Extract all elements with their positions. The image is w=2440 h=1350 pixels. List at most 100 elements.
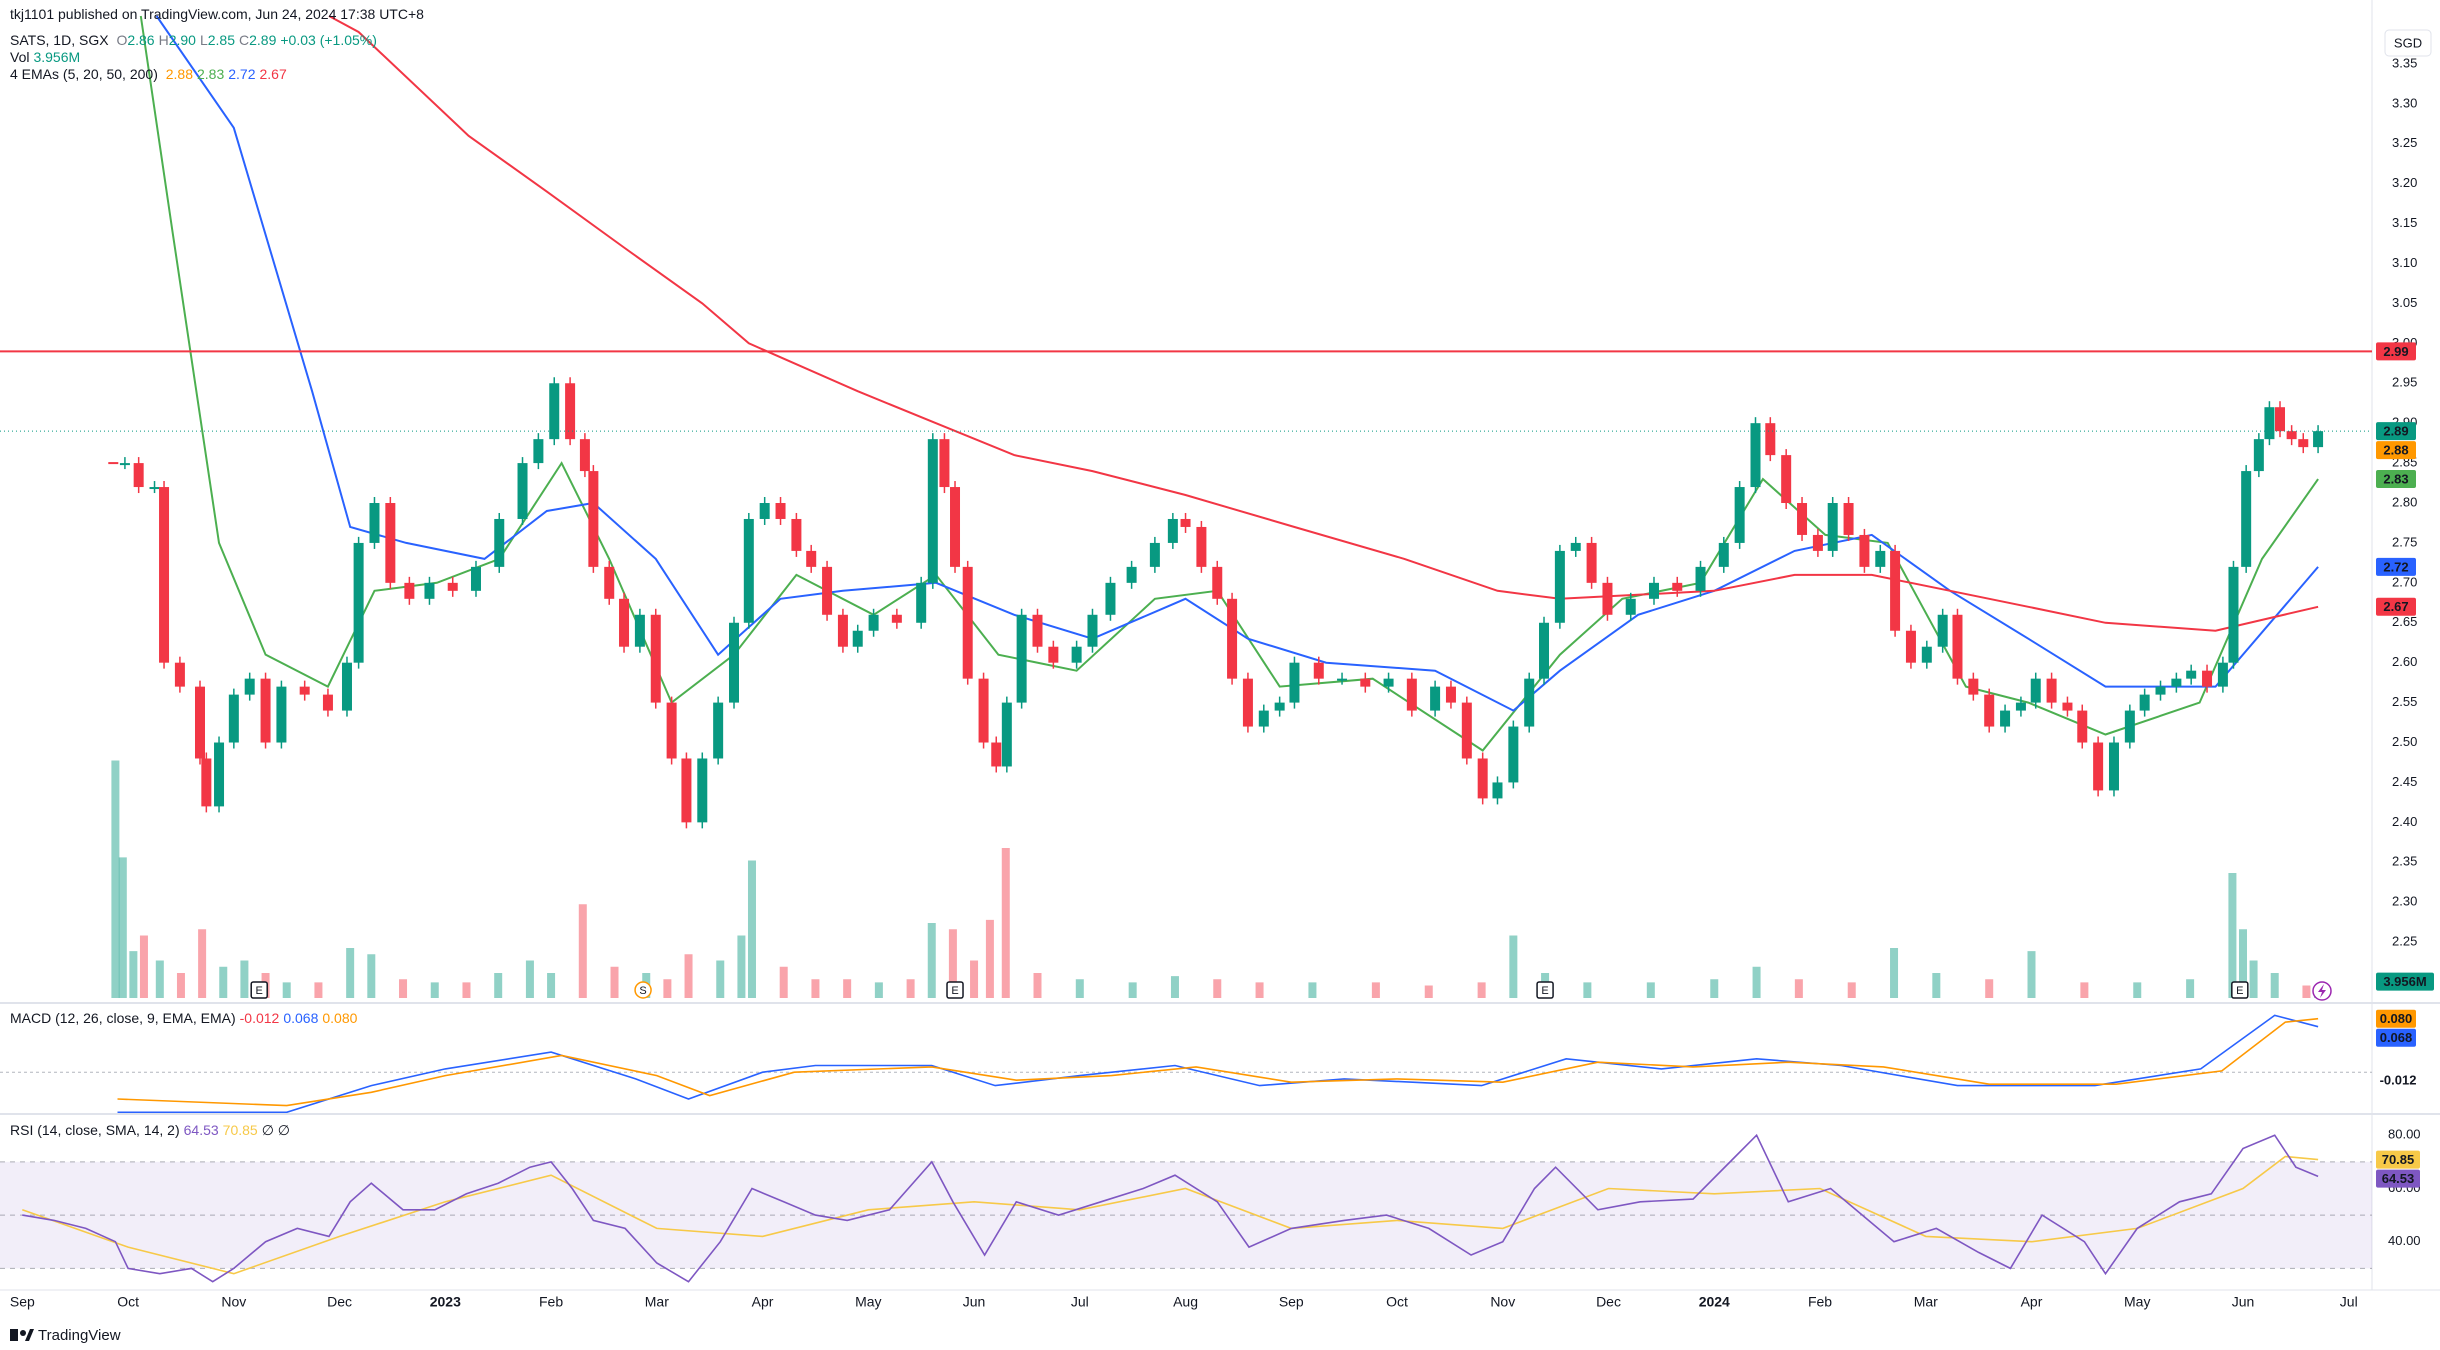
candle-body — [2000, 710, 2011, 727]
volume-bar — [1033, 973, 1042, 998]
volume-bar — [1752, 966, 1761, 998]
candle-body — [1087, 614, 1098, 647]
candle-body — [775, 503, 786, 519]
volume-bar — [2080, 982, 2089, 998]
ema-label: 4 EMAs (5, 20, 50, 200) — [10, 66, 158, 82]
volume-bar — [2270, 973, 2279, 998]
macd-pane — [0, 1014, 2372, 1113]
candle-body — [133, 463, 144, 488]
volume-bar — [118, 857, 127, 998]
y-tick-label: 2.95 — [2392, 375, 2417, 390]
volume-bar — [1255, 982, 1264, 998]
candle-body — [2093, 742, 2104, 791]
volume-bar — [1710, 979, 1719, 998]
price-badge — [2376, 972, 2434, 991]
price-badge — [2376, 557, 2416, 576]
x-tick-label: Dec — [327, 1294, 352, 1310]
ohlc-key: C — [239, 32, 250, 48]
volume-bar — [2238, 929, 2247, 998]
candle-body — [2186, 670, 2197, 679]
candle-body — [1196, 526, 1207, 567]
candle-body — [1602, 582, 1613, 615]
volume-bar — [1371, 982, 1380, 998]
rsi-pane — [0, 1133, 2372, 1283]
currency: SGD — [2394, 35, 2422, 50]
volume-bar — [1477, 982, 1486, 998]
volume-bar — [1308, 982, 1317, 998]
candle-body — [2030, 678, 2041, 703]
candle-body — [369, 503, 380, 543]
candle-body — [1445, 686, 1456, 703]
volume-bar — [219, 966, 228, 998]
price-badge — [2376, 342, 2416, 361]
x-tick-label: Oct — [117, 1294, 139, 1310]
candle-body — [619, 598, 630, 647]
x-tick-label: Jul — [2340, 1294, 2358, 1310]
candle-body — [2228, 566, 2239, 663]
x-tick-label: May — [2124, 1294, 2150, 1310]
candle-body — [759, 503, 770, 519]
volume-bar — [139, 935, 148, 998]
candle-body — [1586, 542, 1597, 583]
candle-body — [194, 686, 205, 759]
candle-body — [1242, 678, 1253, 727]
volume-bar — [906, 979, 915, 998]
rsi-value: 64.53 — [183, 1122, 219, 1138]
candle-body — [1406, 678, 1417, 711]
candle-body — [1718, 542, 1729, 567]
price-badge — [2376, 1071, 2420, 1090]
candle-body — [1477, 758, 1488, 799]
candle-body — [385, 503, 396, 583]
x-tick-label: 2023 — [430, 1294, 461, 1310]
volume-bar — [462, 982, 471, 998]
volume-bar — [1001, 848, 1010, 998]
ema-legend: 4 EMAs (5, 20, 50, 200) 2.88 2.83 2.72 2.67 — [10, 66, 291, 83]
price-badge — [2376, 1169, 2420, 1188]
candle-body — [962, 566, 973, 679]
event-label: E — [1541, 985, 1548, 997]
candle-body — [1383, 678, 1394, 687]
volume-bar — [129, 951, 138, 998]
volume-bar — [948, 929, 957, 998]
rsi-tick-label: 80.00 — [2388, 1127, 2421, 1142]
volume-bar — [2249, 960, 2258, 998]
volume-bar — [282, 982, 291, 998]
candle-body — [119, 463, 130, 466]
volume-bar — [610, 966, 619, 998]
candle-body — [2046, 678, 2057, 703]
ema-value: 2.83 — [197, 66, 225, 82]
volume-bar — [1932, 973, 1941, 998]
candle-body — [916, 582, 927, 623]
y-tick-label: 3.30 — [2392, 95, 2417, 110]
candle-body — [1430, 686, 1441, 711]
volume-bar — [494, 973, 503, 998]
x-tick-label: Sep — [1279, 1294, 1304, 1310]
rsi-tick-label: 40.00 — [2388, 1233, 2421, 1248]
currency-box[interactable] — [2384, 29, 2432, 57]
volume-bar — [2302, 985, 2311, 998]
x-tick-label: Oct — [1386, 1294, 1408, 1310]
volume-bar — [399, 979, 408, 998]
x-tick-label: Aug — [1173, 1294, 1198, 1310]
event-marker — [1536, 981, 1554, 999]
event-label: E — [256, 985, 263, 997]
volume-bar — [970, 960, 979, 998]
macd-label: MACD (12, 26, close, 9, EMA, EMA) — [10, 1010, 236, 1026]
price-badge-label: 0.068 — [2380, 1030, 2413, 1045]
candle-body — [1570, 542, 1581, 551]
candle-body — [494, 518, 505, 567]
symbol[interactable]: SATS, 1D, SGX — [10, 32, 109, 48]
candle-body — [822, 566, 833, 615]
x-tick-label: 2024 — [1699, 1294, 1730, 1310]
candle-body — [2155, 686, 2166, 695]
candle-body — [837, 614, 848, 647]
volume-bar — [1890, 948, 1899, 998]
candle-body — [2124, 710, 2135, 743]
volume-bar — [779, 966, 788, 998]
candle-body — [1625, 598, 1636, 615]
candle-body — [1781, 455, 1792, 504]
y-tick-label: 3.20 — [2392, 175, 2417, 190]
volume-bar — [843, 979, 852, 998]
candle-body — [1890, 550, 1901, 631]
